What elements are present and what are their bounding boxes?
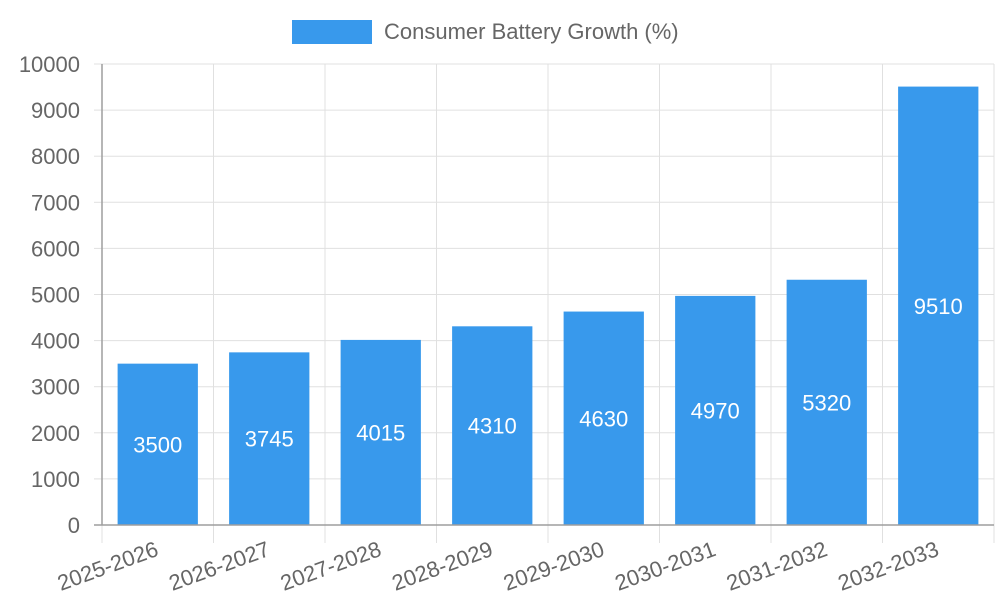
bar[interactable] xyxy=(229,352,310,525)
y-tick-label: 5000 xyxy=(31,283,80,308)
bar[interactable] xyxy=(898,86,979,526)
legend-label: Consumer Battery Growth (%) xyxy=(384,19,679,44)
bar[interactable] xyxy=(117,363,198,525)
legend[interactable]: Consumer Battery Growth (%) xyxy=(292,19,679,44)
axes xyxy=(94,64,994,526)
x-tick-label: 2026-2027 xyxy=(166,536,273,595)
x-tick-label: 2028-2029 xyxy=(389,536,496,595)
bar[interactable] xyxy=(340,339,421,525)
bar-labels: 3500 3745 4015 4310 4630 4970 5320 9510 xyxy=(133,294,962,458)
bar-value-label: 4970 xyxy=(691,398,740,423)
y-tick-label: 0 xyxy=(68,513,80,538)
bar-value-label: 4310 xyxy=(468,414,517,439)
bar-value-label: 3745 xyxy=(245,427,294,452)
bars xyxy=(117,86,979,526)
y-tick-label: 1000 xyxy=(31,467,80,492)
bar-value-label: 9510 xyxy=(914,294,963,319)
x-axis-ticks: 2025-2026 2026-2027 2027-2028 2028-2029 2029… xyxy=(54,536,942,595)
x-tick-label: 2025-2026 xyxy=(54,536,161,595)
y-tick-label: 4000 xyxy=(31,329,80,354)
y-tick-label: 8000 xyxy=(31,144,80,169)
y-tick-label: 7000 xyxy=(31,190,80,215)
y-axis-ticks: 0 1000 2000 3000 4000 5000 6000 7000 8000 9000 100… xyxy=(19,52,80,538)
y-tick-label: 10000 xyxy=(19,52,80,77)
legend-swatch xyxy=(292,20,372,44)
bar-value-label: 4015 xyxy=(356,420,405,445)
x-tick-label: 2032-2033 xyxy=(835,536,942,595)
x-tick-label: 2027-2028 xyxy=(277,536,384,595)
y-tick-label: 2000 xyxy=(31,421,80,446)
bar-value-label: 4630 xyxy=(579,406,628,431)
x-tick-label: 2031-2032 xyxy=(723,536,830,595)
bar-value-label: 5320 xyxy=(802,390,851,415)
y-tick-label: 3000 xyxy=(31,375,80,400)
y-tick-label: 6000 xyxy=(31,236,80,261)
bar[interactable] xyxy=(675,295,756,525)
bar-value-label: 3500 xyxy=(133,432,182,457)
x-tick-label: 2030-2031 xyxy=(612,536,719,595)
bar[interactable] xyxy=(786,279,867,525)
bar[interactable] xyxy=(563,311,644,525)
y-tick-label: 9000 xyxy=(31,98,80,123)
x-tick-label: 2029-2030 xyxy=(500,536,607,595)
bar[interactable] xyxy=(452,326,533,525)
